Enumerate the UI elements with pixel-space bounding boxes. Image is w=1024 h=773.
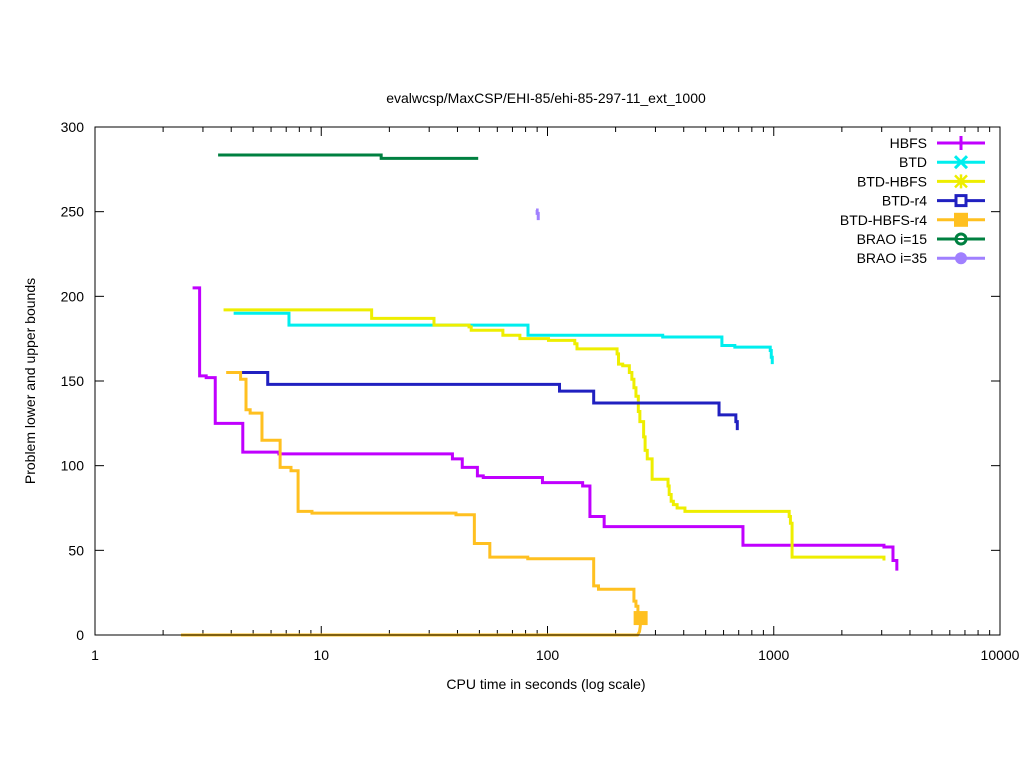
legend-entry: HBFS — [890, 135, 985, 151]
legend-marker — [954, 194, 968, 208]
upper-bound-line — [192, 286, 899, 571]
legend-marker — [954, 212, 968, 227]
chart-title: evalwcsp/MaxCSP/EHI-85/ehi-85-297-11_ext… — [386, 90, 706, 106]
end-point-marker — [633, 611, 648, 626]
legend-label: BTD-r4 — [882, 193, 927, 209]
x-tick-label: 10000 — [981, 647, 1020, 663]
y-tick-label: 300 — [61, 119, 85, 135]
upper-bound-line — [226, 371, 641, 620]
legend-marker — [955, 252, 967, 265]
series-group — [181, 153, 899, 637]
legend-entry: BTD — [899, 154, 985, 170]
series-btd-r4 — [240, 371, 739, 431]
upper-bound-line — [223, 308, 886, 561]
legend-label: BRAO i=35 — [857, 250, 928, 266]
legend-entry: BTD-HBFS — [857, 173, 985, 189]
upper-bound-line — [240, 371, 739, 431]
legend-label: BTD-HBFS — [857, 173, 927, 189]
legend-entry: BRAO i=15 — [857, 231, 985, 247]
y-tick-label: 150 — [61, 373, 85, 389]
y-axis-label: Problem lower and upper bounds — [22, 278, 38, 484]
series-brao-i-35 — [535, 208, 540, 221]
legend-entry: BRAO i=35 — [857, 250, 985, 266]
legend-label: BTD — [899, 154, 927, 170]
axis-ticks: 1 10 100 1000 10000 0 50 100 150 200 250 300 — [61, 119, 1020, 663]
series-btd-hbfs — [223, 308, 886, 561]
x-axis-label: CPU time in seconds (log scale) — [446, 676, 645, 692]
legend-label: HBFS — [890, 135, 927, 151]
series-btd-hbfs-r4 — [181, 371, 648, 637]
lower-bound-line — [181, 617, 643, 637]
series-brao-i-15 — [218, 153, 479, 160]
legend-entry: BTD-HBFS-r4 — [840, 212, 985, 228]
legend: HBFS BTD BTD-HBFS BTD-r4 BTD-HBFS-r4 BRAO i=1… — [840, 135, 985, 266]
x-tick-label: 10 — [313, 647, 329, 663]
upper-bound-line — [233, 311, 774, 365]
upper-bound-line — [535, 208, 540, 221]
x-tick-label: 1000 — [758, 647, 789, 663]
legend-label: BRAO i=15 — [857, 231, 928, 247]
legend-marker — [954, 136, 968, 150]
y-tick-label: 100 — [61, 458, 85, 474]
y-tick-label: 250 — [61, 204, 85, 220]
y-tick-label: 50 — [68, 542, 84, 558]
series-hbfs — [192, 286, 899, 571]
legend-entry: BTD-r4 — [882, 193, 985, 209]
upper-bound-line — [218, 153, 479, 160]
plot-border — [94, 126, 1001, 636]
legend-marker — [954, 174, 968, 189]
y-tick-label: 200 — [61, 288, 85, 304]
x-tick-label: 1 — [91, 647, 99, 663]
legend-label: BTD-HBFS-r4 — [840, 212, 927, 228]
series-btd — [233, 311, 774, 365]
legend-marker — [953, 155, 969, 170]
y-tick-label: 0 — [76, 627, 84, 643]
x-tick-label: 100 — [536, 647, 560, 663]
